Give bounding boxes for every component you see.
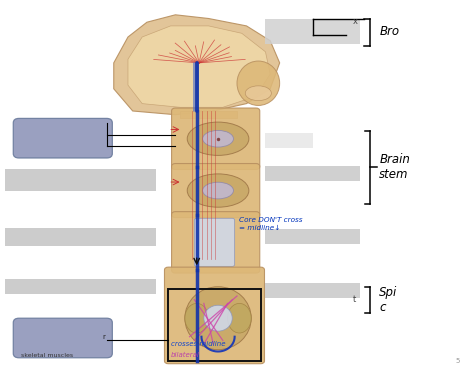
FancyBboxPatch shape — [172, 212, 260, 273]
Ellipse shape — [187, 174, 249, 207]
Bar — [5, 279, 156, 294]
Ellipse shape — [185, 287, 251, 350]
FancyBboxPatch shape — [172, 108, 260, 169]
Bar — [265, 133, 313, 148]
Polygon shape — [128, 26, 270, 107]
Bar — [265, 166, 360, 181]
Ellipse shape — [203, 131, 234, 147]
Ellipse shape — [228, 303, 251, 333]
Bar — [168, 289, 261, 361]
Text: r: r — [102, 334, 105, 340]
Bar — [5, 228, 156, 246]
Ellipse shape — [246, 86, 272, 101]
Ellipse shape — [185, 303, 209, 333]
Text: t: t — [353, 295, 356, 304]
Bar — [265, 19, 360, 44]
Polygon shape — [180, 111, 237, 118]
FancyBboxPatch shape — [194, 218, 235, 266]
Bar — [265, 229, 360, 244]
FancyBboxPatch shape — [13, 118, 112, 158]
Text: Core DON'T cross
= midline↓: Core DON'T cross = midline↓ — [239, 217, 303, 231]
Bar — [265, 283, 360, 298]
Ellipse shape — [204, 305, 232, 331]
Text: 5: 5 — [456, 359, 460, 364]
Text: crosses midline: crosses midline — [171, 341, 225, 347]
Text: Bro: Bro — [379, 25, 399, 38]
Ellipse shape — [203, 182, 234, 199]
Bar — [5, 169, 156, 191]
Ellipse shape — [187, 122, 249, 155]
FancyBboxPatch shape — [164, 267, 264, 364]
Polygon shape — [114, 15, 280, 115]
FancyBboxPatch shape — [13, 318, 112, 358]
Text: skeletal muscles: skeletal muscles — [21, 353, 73, 359]
Text: Spi
c: Spi c — [379, 286, 398, 314]
Ellipse shape — [237, 61, 280, 105]
Text: bilateral: bilateral — [171, 352, 200, 358]
Text: Brain
stem: Brain stem — [379, 153, 410, 181]
FancyBboxPatch shape — [172, 164, 260, 218]
Text: x: x — [353, 17, 358, 26]
